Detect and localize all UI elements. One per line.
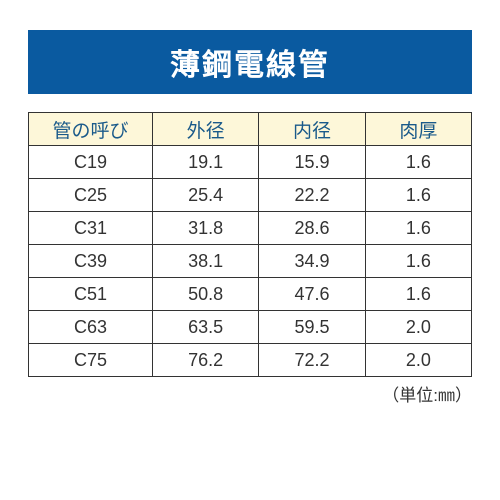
table-cell: C75 (29, 344, 153, 377)
table-cell: 15.9 (259, 146, 365, 179)
table-row: C1919.115.91.6 (29, 146, 472, 179)
unit-note: （単位:㎜） (28, 381, 472, 406)
table-cell: C25 (29, 179, 153, 212)
table-cell: C31 (29, 212, 153, 245)
table-row: C6363.559.52.0 (29, 311, 472, 344)
table-cell: 72.2 (259, 344, 365, 377)
table-cell: 1.6 (365, 212, 471, 245)
table-cell: 2.0 (365, 311, 471, 344)
title-bar: 薄鋼電線管 (28, 30, 472, 94)
table-body: C1919.115.91.6C2525.422.21.6C3131.828.61… (29, 146, 472, 377)
table-row: C3938.134.91.6 (29, 245, 472, 278)
table-cell: 1.6 (365, 179, 471, 212)
header-row: 管の呼び外径内径肉厚 (29, 113, 472, 146)
table-cell: 34.9 (259, 245, 365, 278)
table-cell: 1.6 (365, 245, 471, 278)
col-header: 内径 (259, 113, 365, 146)
table-row: C2525.422.21.6 (29, 179, 472, 212)
table-cell: C51 (29, 278, 153, 311)
table-cell: 28.6 (259, 212, 365, 245)
table-row: C7576.272.22.0 (29, 344, 472, 377)
table-cell: 2.0 (365, 344, 471, 377)
col-header: 肉厚 (365, 113, 471, 146)
spec-table: 管の呼び外径内径肉厚 C1919.115.91.6C2525.422.21.6C… (28, 112, 472, 377)
table-head: 管の呼び外径内径肉厚 (29, 113, 472, 146)
table-cell: C39 (29, 245, 153, 278)
table-cell: 50.8 (153, 278, 259, 311)
table-row: C3131.828.61.6 (29, 212, 472, 245)
table-cell: C63 (29, 311, 153, 344)
table-row: C5150.847.61.6 (29, 278, 472, 311)
col-header: 管の呼び (29, 113, 153, 146)
table-cell: 1.6 (365, 146, 471, 179)
table-cell: 22.2 (259, 179, 365, 212)
col-header: 外径 (153, 113, 259, 146)
table-cell: 38.1 (153, 245, 259, 278)
table-cell: C19 (29, 146, 153, 179)
table-cell: 25.4 (153, 179, 259, 212)
table-cell: 63.5 (153, 311, 259, 344)
table-cell: 76.2 (153, 344, 259, 377)
table-cell: 31.8 (153, 212, 259, 245)
table-cell: 19.1 (153, 146, 259, 179)
table-cell: 1.6 (365, 278, 471, 311)
table-cell: 59.5 (259, 311, 365, 344)
table-cell: 47.6 (259, 278, 365, 311)
